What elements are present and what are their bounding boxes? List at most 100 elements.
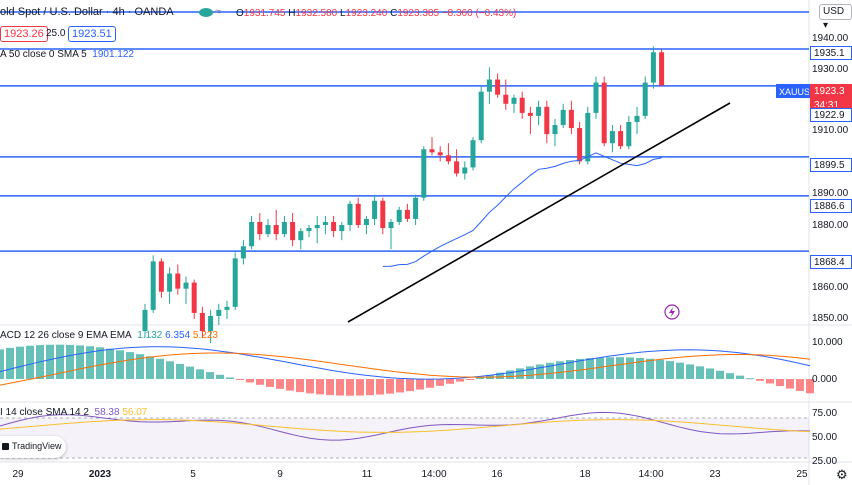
candles (142, 46, 665, 344)
macd-bar (536, 364, 544, 379)
settings-gear-icon[interactable]: ⚙ (836, 467, 848, 482)
candle (495, 73, 501, 98)
macd-bar (266, 379, 274, 387)
candle (601, 76, 607, 147)
ma-legend: A 50 close 0 SMA 5 1901.122 (0, 49, 134, 60)
macd-bar (576, 358, 584, 379)
buy-button[interactable]: 1923.51 (68, 26, 116, 42)
macd-bar (6, 347, 14, 379)
time-tick: 11 (361, 469, 373, 480)
macd-bar (306, 379, 314, 394)
symbol-tag: XAUUSD (776, 84, 810, 98)
macd-bar (336, 379, 344, 396)
sell-button[interactable]: 1923.26 (0, 26, 48, 42)
macd-bar (406, 379, 414, 392)
macd-bar (666, 361, 674, 379)
last-price-tag: 1923.3 34:31 (810, 84, 852, 108)
macd-bar (706, 368, 714, 379)
candle (470, 137, 476, 171)
candle (191, 279, 197, 319)
macd-bar (256, 379, 264, 385)
tradingview-logo-icon (2, 443, 9, 450)
candle (363, 215, 369, 235)
candle (273, 209, 279, 241)
macd-bar (46, 344, 54, 379)
macd-bar (776, 379, 784, 387)
candle (421, 146, 427, 201)
macd-tick: 0.000 (812, 374, 838, 385)
candle (478, 85, 484, 144)
time-tick: 9 (277, 469, 283, 480)
macd-tick: 10.000 (812, 337, 843, 348)
macd-bar (86, 346, 94, 379)
candle (560, 103, 566, 129)
ohlc-readout: O1931.745 H1932.580 L1923.240 C1923.385 … (236, 8, 517, 19)
macd-legend: ACD 12 26 close 9 EMA EMA 1.132 6.354 5.… (0, 330, 218, 341)
macd-bar (96, 347, 104, 379)
level-tag: 1935.1 (810, 46, 852, 60)
currency-button[interactable]: USD ▾ (819, 4, 852, 31)
macd-bar (126, 352, 134, 379)
macd-bar (166, 361, 174, 379)
macd-bar (746, 378, 754, 380)
candle (232, 252, 238, 310)
candle (388, 218, 394, 250)
macd-bar (736, 375, 744, 379)
lightning-icon[interactable] (664, 304, 680, 320)
macd-bar (316, 379, 324, 395)
macd-bar (606, 357, 614, 379)
macd-bar (726, 373, 734, 379)
tradingview-logo[interactable]: TradingView (0, 436, 66, 458)
candle (445, 143, 451, 165)
candle (462, 161, 468, 180)
price-tick: 1880.00 (812, 220, 849, 231)
candle (322, 215, 328, 235)
macd-bar (246, 379, 254, 383)
candle (249, 215, 255, 250)
macd-bar (16, 346, 24, 379)
time-tick: 25 (796, 469, 808, 480)
candle (585, 106, 591, 165)
candle (577, 121, 583, 165)
macd-bar (596, 357, 604, 379)
candle (544, 100, 550, 144)
candle (380, 197, 386, 235)
wave-icon[interactable]: ≈ (215, 6, 222, 18)
candle (339, 221, 345, 241)
rsi-tick: 75.00 (812, 408, 838, 419)
macd-bar (26, 345, 34, 379)
candle (552, 118, 558, 147)
eye-icon[interactable] (199, 8, 213, 17)
candle (568, 100, 574, 135)
macd-bar (626, 357, 634, 379)
macd-bar (116, 350, 124, 379)
macd-bar (196, 369, 204, 379)
macd-bar (756, 379, 764, 381)
candle (306, 225, 312, 238)
macd-signal-line (0, 352, 811, 386)
price-tick: 1850.00 (812, 313, 849, 324)
macd-line (0, 346, 811, 380)
candle (659, 49, 665, 86)
candle (298, 228, 304, 250)
macd-bar (446, 379, 454, 384)
time-tick: 14:00 (638, 469, 664, 480)
time-tick: 29 (12, 469, 24, 480)
level-tag: 1922.9 (810, 108, 852, 122)
spread-value: 25.0 (46, 28, 66, 39)
macd-bar (436, 379, 444, 386)
macd-bar (296, 379, 304, 393)
macd-bar (56, 344, 64, 379)
symbol-title: old Spot / U.S. Dollar · 4h · OANDA (0, 6, 174, 18)
candle (609, 125, 615, 153)
macd-bar (416, 379, 424, 390)
candle (355, 197, 361, 229)
macd-histogram (0, 344, 814, 396)
macd-bar (616, 357, 624, 379)
candle (486, 67, 492, 104)
candle (626, 115, 632, 150)
rsi-ma-line (0, 419, 811, 433)
macd-bar (656, 359, 664, 379)
macd-bar (636, 357, 644, 379)
